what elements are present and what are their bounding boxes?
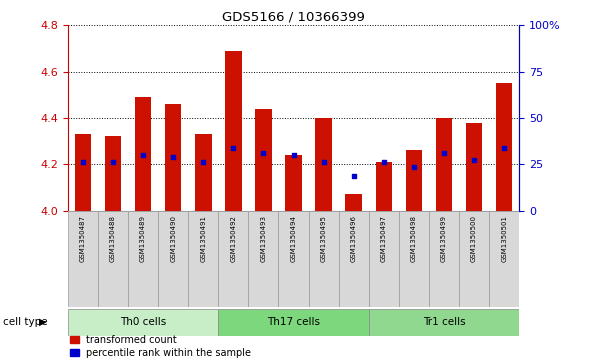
Bar <box>278 211 309 307</box>
Bar <box>459 211 489 307</box>
Bar <box>225 51 242 211</box>
Text: GSM1350489: GSM1350489 <box>140 215 146 262</box>
Bar <box>315 118 332 211</box>
Text: GSM1350487: GSM1350487 <box>80 215 86 262</box>
Point <box>319 159 328 165</box>
Bar <box>188 211 218 307</box>
Point <box>258 150 268 156</box>
Text: Th0 cells: Th0 cells <box>120 317 166 327</box>
Bar <box>68 309 218 336</box>
Bar <box>345 194 362 211</box>
Point <box>198 159 208 165</box>
Bar <box>309 211 339 307</box>
Point <box>138 152 148 158</box>
Bar <box>68 211 98 307</box>
Point <box>379 159 388 165</box>
Text: GSM1350496: GSM1350496 <box>350 215 357 262</box>
Text: GSM1350493: GSM1350493 <box>260 215 267 262</box>
Bar <box>158 211 188 307</box>
Point <box>409 164 419 170</box>
Point <box>349 173 359 179</box>
Text: ▶: ▶ <box>40 317 47 327</box>
Bar <box>135 97 152 211</box>
Bar <box>369 211 399 307</box>
Point <box>169 154 178 160</box>
Text: GSM1350490: GSM1350490 <box>170 215 176 262</box>
Point <box>499 145 509 151</box>
Text: GSM1350488: GSM1350488 <box>110 215 116 262</box>
Bar <box>375 162 392 211</box>
Bar <box>98 211 128 307</box>
Text: GSM1350500: GSM1350500 <box>471 215 477 262</box>
Point <box>228 145 238 151</box>
Point <box>109 159 118 165</box>
Bar <box>489 211 519 307</box>
Bar <box>405 150 422 211</box>
Bar <box>218 211 248 307</box>
Bar <box>255 109 272 211</box>
Bar <box>74 134 91 211</box>
Bar <box>429 211 459 307</box>
Bar <box>466 123 483 211</box>
Text: Th17 cells: Th17 cells <box>267 317 320 327</box>
Bar <box>128 211 158 307</box>
Bar <box>248 211 278 307</box>
Text: GSM1350494: GSM1350494 <box>290 215 297 262</box>
Bar <box>435 118 453 211</box>
Text: cell type: cell type <box>3 317 48 327</box>
Text: GSM1350498: GSM1350498 <box>411 215 417 262</box>
Point <box>470 157 479 163</box>
Bar <box>165 104 182 211</box>
Bar <box>496 83 513 211</box>
Legend: transformed count, percentile rank within the sample: transformed count, percentile rank withi… <box>70 335 251 358</box>
Bar <box>285 155 302 211</box>
Point <box>439 150 449 156</box>
Text: GSM1350491: GSM1350491 <box>200 215 206 262</box>
Text: GSM1350492: GSM1350492 <box>230 215 237 262</box>
Text: GSM1350501: GSM1350501 <box>501 215 507 262</box>
Point <box>78 159 88 165</box>
Text: GDS5166 / 10366399: GDS5166 / 10366399 <box>222 11 365 24</box>
Point <box>289 152 298 158</box>
Text: GSM1350495: GSM1350495 <box>320 215 327 262</box>
Text: Tr1 cells: Tr1 cells <box>422 317 466 327</box>
Bar <box>399 211 429 307</box>
Bar <box>104 136 122 211</box>
Text: GSM1350499: GSM1350499 <box>441 215 447 262</box>
Bar <box>195 134 212 211</box>
Text: GSM1350497: GSM1350497 <box>381 215 387 262</box>
Bar <box>339 211 369 307</box>
Bar <box>218 309 369 336</box>
Bar <box>369 309 519 336</box>
